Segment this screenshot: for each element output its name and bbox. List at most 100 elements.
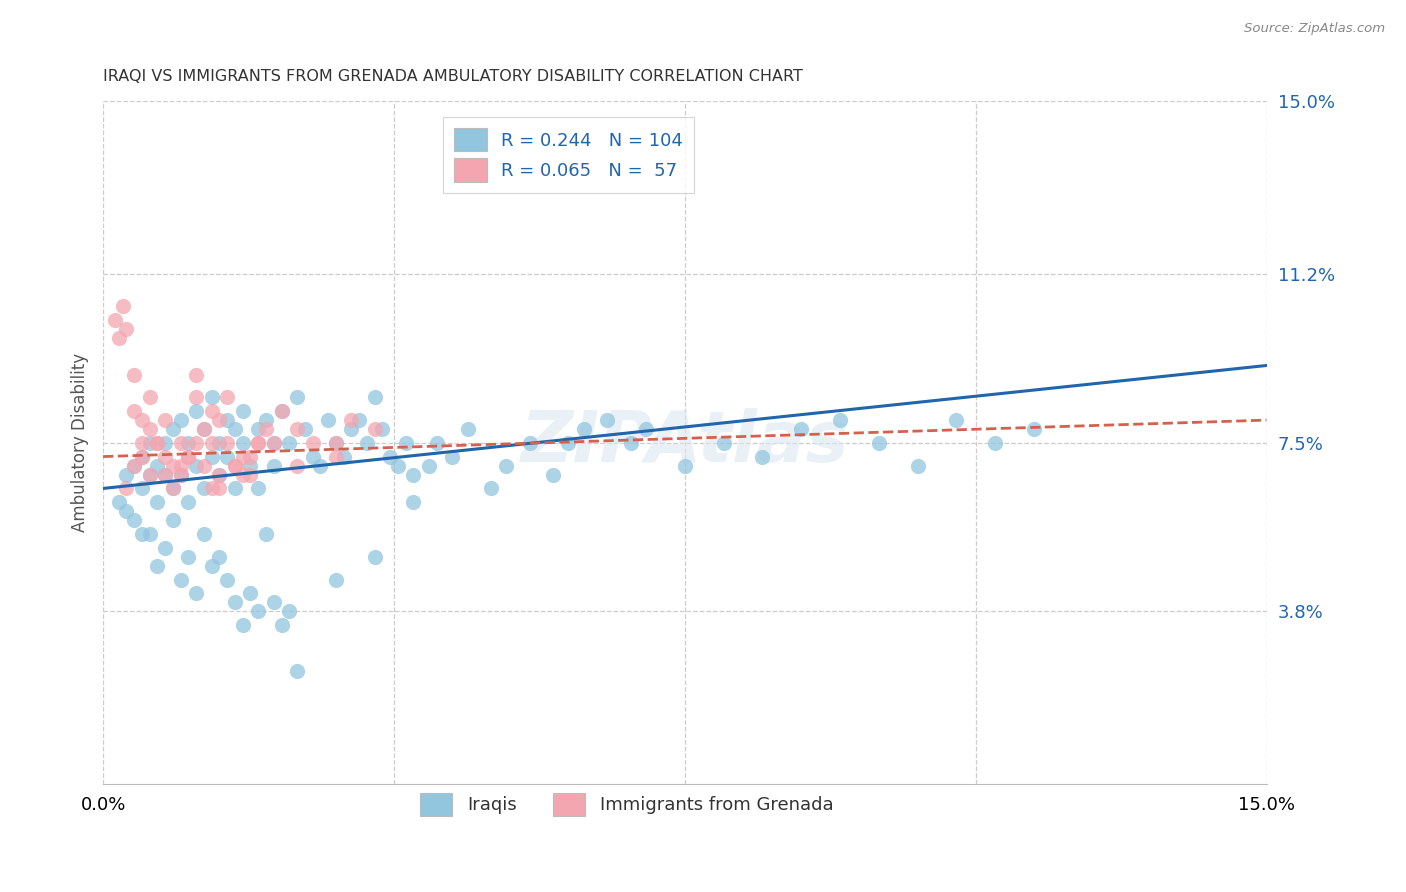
Point <box>247 422 270 436</box>
Point <box>247 482 270 496</box>
Point <box>115 482 138 496</box>
Point <box>177 495 200 509</box>
Point <box>254 527 277 541</box>
Point <box>426 436 449 450</box>
Point <box>208 467 231 482</box>
Point <box>945 413 967 427</box>
Point <box>596 413 619 427</box>
Point <box>122 368 145 382</box>
Point <box>208 482 231 496</box>
Point <box>224 458 246 473</box>
Point <box>162 513 184 527</box>
Point <box>193 482 215 496</box>
Point <box>301 436 323 450</box>
Point <box>247 436 270 450</box>
Point <box>122 513 145 527</box>
Point <box>232 436 254 450</box>
Point <box>170 467 193 482</box>
Point <box>186 436 208 450</box>
Point <box>301 450 323 464</box>
Point <box>340 422 363 436</box>
Point <box>107 331 129 345</box>
Point <box>131 482 153 496</box>
Point <box>263 595 285 609</box>
Legend: Iraqis, Immigrants from Grenada: Iraqis, Immigrants from Grenada <box>413 786 841 823</box>
Point <box>673 458 696 473</box>
Point <box>131 413 153 427</box>
Point <box>131 527 153 541</box>
Point <box>325 436 347 450</box>
Point <box>557 436 579 450</box>
Point <box>131 450 153 464</box>
Point <box>232 618 254 632</box>
Point <box>177 450 200 464</box>
Point <box>332 450 354 464</box>
Point <box>208 467 231 482</box>
Point <box>201 436 224 450</box>
Point <box>115 467 138 482</box>
Point <box>138 527 160 541</box>
Point <box>479 482 502 496</box>
Point <box>104 313 127 327</box>
Point <box>146 458 169 473</box>
Point <box>363 390 385 404</box>
Point <box>122 458 145 473</box>
Point <box>177 436 200 450</box>
Point <box>363 422 385 436</box>
Point <box>828 413 851 427</box>
Point <box>138 390 160 404</box>
Point <box>907 458 929 473</box>
Point <box>340 413 363 427</box>
Point <box>224 458 246 473</box>
Point <box>162 458 184 473</box>
Point <box>325 436 347 450</box>
Point <box>217 436 239 450</box>
Point <box>247 604 270 618</box>
Point <box>247 436 270 450</box>
Text: IRAQI VS IMMIGRANTS FROM GRENADA AMBULATORY DISABILITY CORRELATION CHART: IRAQI VS IMMIGRANTS FROM GRENADA AMBULAT… <box>103 69 803 84</box>
Point <box>170 467 193 482</box>
Point <box>201 390 224 404</box>
Point <box>309 458 332 473</box>
Point <box>239 458 262 473</box>
Point <box>316 413 339 427</box>
Point <box>254 422 277 436</box>
Point <box>153 436 176 450</box>
Point <box>146 495 169 509</box>
Point <box>217 390 239 404</box>
Point <box>186 404 208 418</box>
Point <box>868 436 890 450</box>
Point <box>572 422 595 436</box>
Point <box>177 450 200 464</box>
Point <box>278 604 301 618</box>
Point <box>294 422 316 436</box>
Point <box>325 450 347 464</box>
Point <box>270 404 292 418</box>
Point <box>519 436 541 450</box>
Point <box>138 436 160 450</box>
Point <box>325 573 347 587</box>
Point <box>239 467 262 482</box>
Point <box>441 450 464 464</box>
Point <box>186 458 208 473</box>
Point <box>356 436 378 450</box>
Point <box>418 458 440 473</box>
Point <box>186 368 208 382</box>
Point <box>122 458 145 473</box>
Point <box>186 390 208 404</box>
Point <box>239 586 262 600</box>
Point <box>162 482 184 496</box>
Point <box>634 422 657 436</box>
Point <box>984 436 1007 450</box>
Point <box>146 436 169 450</box>
Point <box>263 436 285 450</box>
Point <box>201 482 224 496</box>
Point <box>378 450 401 464</box>
Point <box>208 549 231 564</box>
Point <box>217 413 239 427</box>
Point <box>208 436 231 450</box>
Point <box>122 404 145 418</box>
Point <box>153 541 176 555</box>
Point <box>162 482 184 496</box>
Point <box>162 422 184 436</box>
